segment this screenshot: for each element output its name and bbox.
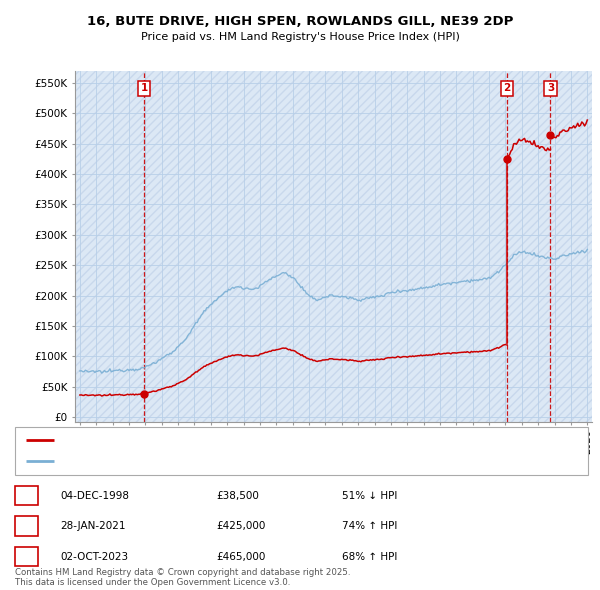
Text: 3: 3 <box>23 552 30 562</box>
Text: Price paid vs. HM Land Registry's House Price Index (HPI): Price paid vs. HM Land Registry's House … <box>140 32 460 42</box>
Text: 28-JAN-2021: 28-JAN-2021 <box>60 522 125 531</box>
Text: 02-OCT-2023: 02-OCT-2023 <box>60 552 128 562</box>
Text: £465,000: £465,000 <box>216 552 265 562</box>
Text: HPI: Average price, detached house, Gateshead: HPI: Average price, detached house, Gate… <box>61 457 300 467</box>
Text: Contains HM Land Registry data © Crown copyright and database right 2025.
This d: Contains HM Land Registry data © Crown c… <box>15 568 350 587</box>
Text: 1: 1 <box>23 491 30 500</box>
Text: 16, BUTE DRIVE, HIGH SPEN, ROWLANDS GILL, NE39 2DP: 16, BUTE DRIVE, HIGH SPEN, ROWLANDS GILL… <box>87 15 513 28</box>
Text: 51% ↓ HPI: 51% ↓ HPI <box>342 491 397 500</box>
Text: 2: 2 <box>503 83 511 93</box>
Text: 74% ↑ HPI: 74% ↑ HPI <box>342 522 397 531</box>
Text: 68% ↑ HPI: 68% ↑ HPI <box>342 552 397 562</box>
Text: 04-DEC-1998: 04-DEC-1998 <box>60 491 129 500</box>
Text: 2: 2 <box>23 522 30 531</box>
Text: 16, BUTE DRIVE, HIGH SPEN, ROWLANDS GILL, NE39 2DP (detached house): 16, BUTE DRIVE, HIGH SPEN, ROWLANDS GILL… <box>61 435 438 445</box>
Text: 1: 1 <box>140 83 148 93</box>
Text: 3: 3 <box>547 83 554 93</box>
Text: £38,500: £38,500 <box>216 491 259 500</box>
Text: £425,000: £425,000 <box>216 522 265 531</box>
